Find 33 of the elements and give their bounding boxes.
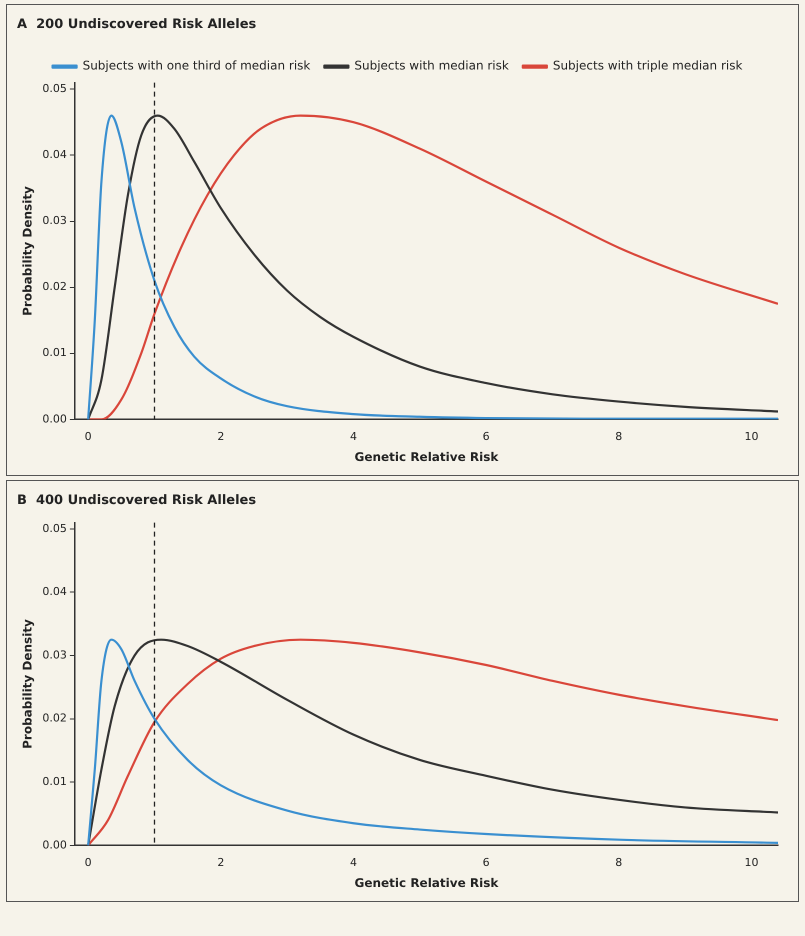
x-tick-label: 4: [350, 430, 357, 443]
y-tick-label: 0.01: [42, 346, 67, 360]
x-tick-label: 8: [615, 430, 622, 443]
x-tick-label: 6: [482, 856, 490, 869]
chart-title: B 400 Undiscovered Risk Alleles: [17, 493, 256, 508]
x-tick-label: 4: [350, 856, 357, 869]
legend-label: Subjects with one third of median risk: [82, 58, 310, 73]
y-tick-label: 0.03: [42, 214, 67, 228]
x-tick-label: 8: [615, 856, 622, 869]
x-tick-label: 0: [84, 430, 92, 443]
x-tick-label: 0: [84, 856, 92, 869]
y-tick-label: 0.05: [42, 82, 67, 96]
y-tick-label: 0.04: [42, 148, 67, 162]
y-tick-label: 0.02: [42, 712, 67, 725]
legend-label: Subjects with triple median risk: [552, 58, 742, 73]
x-tick-label: 10: [744, 430, 758, 443]
x-tick-label: 10: [744, 856, 758, 869]
y-axis-title: Probability Density: [20, 186, 34, 316]
x-tick-label: 2: [217, 856, 224, 869]
y-tick-label: 0.05: [42, 522, 67, 535]
x-axis-title: Genetic Relative Risk: [354, 450, 500, 464]
x-axis-title: Genetic Relative Risk: [354, 876, 500, 890]
x-tick-label: 6: [482, 430, 490, 443]
y-tick-label: 0.00: [42, 838, 67, 852]
legend-label: Subjects with median risk: [354, 58, 509, 73]
x-tick-label: 2: [217, 430, 224, 443]
y-tick-label: 0.04: [42, 585, 67, 598]
y-tick-label: 0.02: [42, 280, 67, 294]
y-tick-label: 0.03: [42, 648, 67, 662]
y-tick-label: 0.00: [42, 412, 67, 426]
y-axis-title: Probability Density: [20, 618, 34, 749]
y-tick-label: 0.01: [42, 774, 67, 788]
chart-title: A 200 Undiscovered Risk Alleles: [17, 17, 257, 32]
